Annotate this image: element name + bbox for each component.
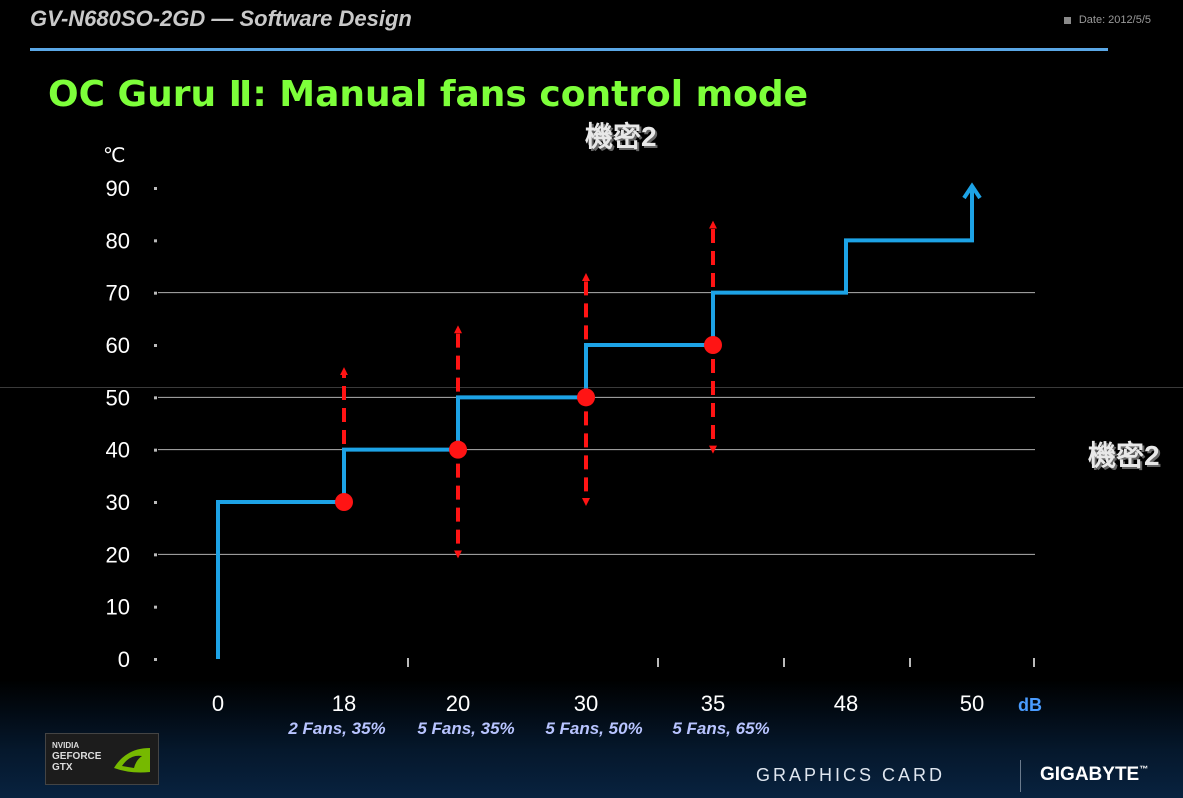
y-tick-mark-20 <box>154 553 157 557</box>
badge-line-nvidia: NVIDIA <box>52 741 80 750</box>
y-tick-label-30: 30 <box>106 490 130 515</box>
y-axis-label: ℃ <box>103 143 125 167</box>
fan-label-0: 2 Fans, 35% <box>287 719 385 738</box>
nvidia-eye-icon <box>114 748 150 773</box>
header-subtitle: — Software Design <box>211 6 412 31</box>
y-tick-mark-80 <box>154 239 157 243</box>
product-name: GV-N680SO-2GD <box>30 6 206 31</box>
y-tick-mark-40 <box>154 448 157 452</box>
control-point-30[interactable] <box>577 388 595 407</box>
badge-line-gtx: GTX <box>52 762 73 773</box>
y-tick-label-20: 20 <box>106 542 130 567</box>
grid-layer <box>158 292 1035 555</box>
y-tick-mark-50 <box>154 396 157 400</box>
footer-separator <box>1020 760 1021 792</box>
series-arrowhead <box>962 182 982 200</box>
y-tick-mark-30 <box>154 501 157 504</box>
x-tick-label-30: 30 <box>574 691 598 716</box>
gigabyte-text: GIGABYTE <box>1040 764 1140 785</box>
y-tick-mark-90 <box>154 187 157 190</box>
header-title: GV-N680SO-2GD — Software Design <box>30 6 412 32</box>
control-points[interactable] <box>335 336 722 511</box>
header-date: Date: 2012/5/5 <box>1063 14 1151 26</box>
fan-label-2: 5 Fans, 50% <box>545 719 642 738</box>
badge-line-geforce: GEFORCE <box>52 751 102 762</box>
date-text: Date: 2012/5/5 <box>1078 14 1151 26</box>
control-point-20[interactable] <box>449 440 467 459</box>
series-line <box>216 188 974 659</box>
y-tick-label-40: 40 <box>106 438 130 463</box>
horizontal-divider <box>0 387 1183 388</box>
y-axis: 0 10 20 30 40 50 60 70 80 90 <box>106 176 157 672</box>
watermark-top: 機密2 <box>585 121 657 152</box>
graphics-card-label: GRAPHICS CARD <box>756 765 946 785</box>
x-tick-label-48: 48 <box>834 691 858 716</box>
y-tick-label-70: 70 <box>106 281 130 306</box>
x-tick-label-20: 20 <box>446 691 470 716</box>
header-divider <box>30 48 1108 51</box>
adjust-arrows <box>340 220 717 559</box>
square-bullet-icon <box>1063 16 1071 24</box>
y-tick-label-0: 0 <box>118 647 130 672</box>
y-tick-label-60: 60 <box>106 333 130 358</box>
control-point-18[interactable] <box>335 493 353 511</box>
geforce-gtx-badge: NVIDIA GEFORCE GTX <box>45 733 159 785</box>
trademark-symbol: ™ <box>1139 764 1149 774</box>
y-tick-label-10: 10 <box>106 595 130 620</box>
badge-text: NVIDIA GEFORCE GTX <box>52 740 101 773</box>
control-point-35[interactable] <box>704 336 722 354</box>
y-tick-mark-60 <box>154 344 157 347</box>
y-tick-label-50: 50 <box>106 385 130 410</box>
y-tick-label-80: 80 <box>106 228 130 253</box>
x-axis: 0 18 20 30 35 48 50 2 Fans, 35% 5 Fans, 35% 5 Fan… <box>212 658 1035 738</box>
x-tick-label-50: 50 <box>960 691 984 716</box>
y-tick-mark-0 <box>154 658 157 661</box>
fan-label-1: 5 Fans, 35% <box>417 719 514 738</box>
y-tick-mark-70 <box>154 291 157 295</box>
fan-label-3: 5 Fans, 65% <box>672 719 769 738</box>
x-axis-label: dB <box>1018 695 1042 715</box>
y-tick-label-90: 90 <box>106 176 130 201</box>
watermark-right: 機密2 <box>1088 440 1160 471</box>
x-tick-label-18: 18 <box>332 691 356 716</box>
x-tick-label-35: 35 <box>701 691 725 716</box>
series-line-layer <box>216 182 982 659</box>
footer-background <box>0 680 1183 798</box>
slide-title: OC Guru Ⅱ: Manual fans control mode <box>48 74 809 115</box>
gigabyte-logo: GIGABYTE™ <box>1040 764 1148 786</box>
x-tick-label-0: 0 <box>212 691 224 716</box>
y-tick-mark-10 <box>154 605 157 609</box>
